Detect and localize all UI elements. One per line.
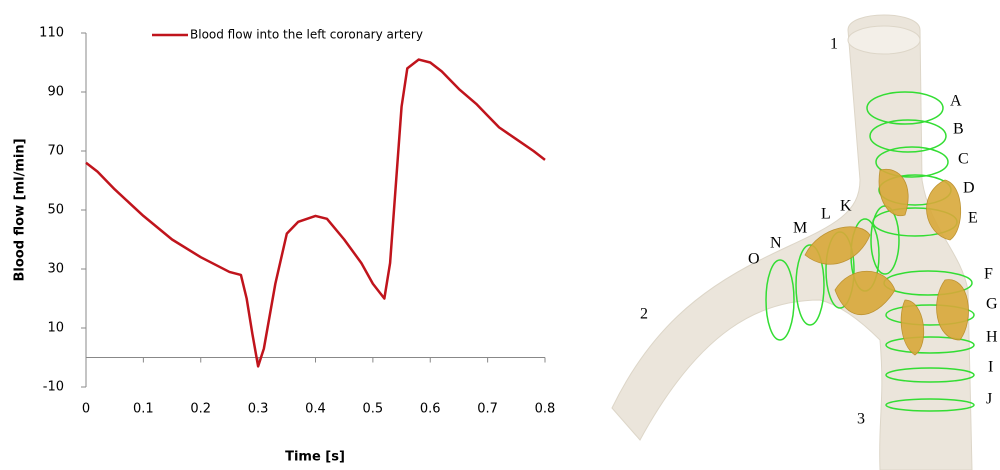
- legend-label: Blood flow into the left coronary artery: [190, 28, 423, 42]
- figure: Time [s] Blood flow [ml/min] 1 2 3 A B C…: [0, 0, 1000, 470]
- diagram-label: D: [963, 180, 975, 197]
- y-tick-label: -10: [43, 380, 64, 395]
- diagram-label: J: [986, 391, 992, 408]
- page: Time [s] Blood flow [ml/min] 1 2 3 A B C…: [0, 0, 1000, 470]
- x-tick-label: 0: [82, 402, 90, 417]
- diagram-label: C: [958, 151, 969, 168]
- diagram-label: F: [984, 266, 993, 283]
- y-tick-label: 110: [39, 26, 64, 41]
- y-tick-label: 10: [47, 321, 64, 336]
- diagram-label: G: [986, 296, 998, 313]
- y-tick-label: 70: [47, 144, 64, 159]
- x-tick-label: 0.4: [305, 402, 326, 417]
- x-tick-label: 0.2: [190, 402, 211, 417]
- diagram-label: B: [953, 121, 964, 138]
- y-tick-label: 90: [47, 85, 64, 100]
- x-tick-label: 0.7: [477, 402, 498, 417]
- x-tick-label: 0.6: [420, 402, 441, 417]
- x-tick-label: 0.3: [248, 402, 269, 417]
- vessel-end: [848, 26, 920, 54]
- y-tick-label: 50: [47, 203, 64, 218]
- diagram-label: 3: [857, 411, 865, 428]
- x-tick-label: 0.1: [133, 402, 154, 417]
- diagram-label: A: [950, 93, 962, 110]
- diagram-label: 2: [640, 306, 648, 323]
- diagram-label: K: [840, 198, 852, 215]
- diagram-label: H: [986, 329, 998, 346]
- x-axis-label: Time [s]: [285, 450, 345, 465]
- diagram-label: 1: [830, 36, 838, 53]
- diagram-label: I: [988, 359, 993, 376]
- artery-diagram: [612, 15, 974, 470]
- diagram-label: L: [821, 206, 831, 223]
- y-axis-label: Blood flow [ml/min]: [13, 138, 28, 281]
- vessel: [612, 15, 972, 470]
- diagram-label: N: [770, 235, 782, 252]
- x-tick-label: 0.8: [535, 402, 556, 417]
- diagram-label: M: [793, 220, 807, 237]
- diagram-label: E: [968, 210, 978, 227]
- y-tick-label: 30: [47, 262, 64, 277]
- diagram-label: O: [748, 251, 760, 268]
- x-tick-label: 0.5: [363, 402, 384, 417]
- line: [86, 60, 545, 367]
